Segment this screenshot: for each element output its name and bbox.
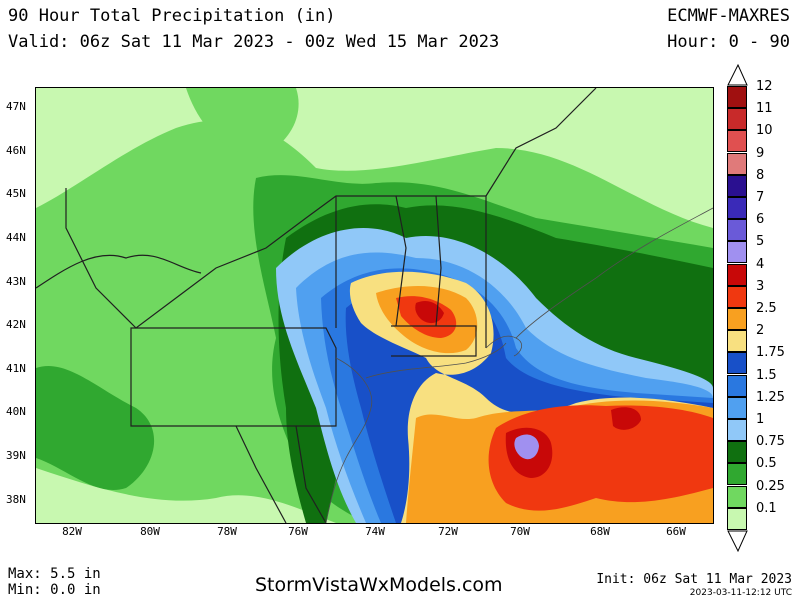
lon-label: 72W xyxy=(438,525,458,538)
lon-label: 82W xyxy=(62,525,82,538)
legend-arrow-up-icon xyxy=(727,64,748,86)
lat-label: 44N xyxy=(6,231,26,244)
forecast-hour-range: Hour: 0 - 90 xyxy=(667,32,790,52)
valid-period: Valid: 06z Sat 11 Mar 2023 - 00z Wed 15 … xyxy=(8,32,500,52)
legend-swatch xyxy=(727,463,747,486)
legend-level-label: 12 xyxy=(756,79,773,94)
legend-swatch xyxy=(727,263,747,286)
lat-label: 45N xyxy=(6,187,26,200)
legend-swatch xyxy=(727,308,747,330)
legend-level-label: 0.75 xyxy=(756,434,785,450)
lon-label: 66W xyxy=(666,525,686,538)
legend-level-label: 10 xyxy=(756,123,773,139)
legend-level-label: 0.5 xyxy=(756,456,777,472)
legend-swatch xyxy=(727,374,747,397)
legend-level-label: 7 xyxy=(756,190,765,205)
lon-label: 68W xyxy=(590,525,610,538)
lon-label: 76W xyxy=(288,525,308,538)
precip-band-0-5-west xyxy=(36,366,155,491)
legend-swatch xyxy=(727,285,747,308)
lat-label: 46N xyxy=(6,144,26,157)
lat-label: 42N xyxy=(6,318,26,331)
map-canvas xyxy=(36,88,713,523)
legend-swatch xyxy=(727,330,747,353)
legend-arrow-down-icon xyxy=(727,530,748,552)
lon-label: 74W xyxy=(365,525,385,538)
legend-level-label: 6 xyxy=(756,212,765,228)
precip-band-3-south xyxy=(488,405,713,511)
legend-level-label: 9 xyxy=(756,145,765,161)
legend-level-label: 3 xyxy=(756,278,765,294)
legend-level-label: 1 xyxy=(756,412,765,427)
legend-level-label: 5 xyxy=(756,234,765,250)
legend-swatch xyxy=(727,241,747,264)
legend-level-label: 11 xyxy=(756,101,773,117)
max-value: Max: 5.5 in xyxy=(8,566,101,582)
precip-band-4-east xyxy=(611,407,641,430)
legend-level-label: 0.25 xyxy=(756,478,785,494)
legend-swatch xyxy=(727,219,747,242)
precip-band-0-25-north xyxy=(186,88,299,158)
legend-swatch xyxy=(727,130,747,153)
legend-swatch xyxy=(727,108,747,131)
legend-swatch xyxy=(727,152,747,175)
legend-swatch xyxy=(727,485,747,508)
legend-level-label: 1.75 xyxy=(756,345,785,361)
min-value: Min: 0.0 in xyxy=(8,582,101,598)
state-borders xyxy=(36,88,597,523)
lon-label: 78W xyxy=(217,525,237,538)
legend-level-label: 2.5 xyxy=(756,301,777,316)
lat-label: 39N xyxy=(6,449,26,462)
legend-level-label: 4 xyxy=(756,256,765,272)
chart-title: 90 Hour Total Precipitation (in) xyxy=(8,6,336,26)
legend-swatch xyxy=(727,197,747,219)
legend-swatch xyxy=(727,174,747,197)
precip-band-5 xyxy=(514,434,539,460)
legend-swatch xyxy=(727,419,747,441)
legend-swatch xyxy=(727,396,747,419)
legend-level-label: 0.1 xyxy=(756,500,777,516)
legend-swatch xyxy=(727,86,747,108)
generated-timestamp: 2023-03-11-12:12 UTC xyxy=(689,588,792,598)
lat-label: 43N xyxy=(6,275,26,288)
model-name: ECMWF-MAXRES xyxy=(667,6,790,26)
lat-label: 38N xyxy=(6,493,26,506)
lat-label: 47N xyxy=(6,100,26,113)
legend-swatch xyxy=(727,352,747,375)
site-name: StormVistaWxModels.com xyxy=(255,574,503,596)
init-time: Init: 06z Sat 11 Mar 2023 xyxy=(596,572,792,587)
legend-level-label: 2 xyxy=(756,323,765,339)
lat-label: 41N xyxy=(6,362,26,375)
lat-label: 40N xyxy=(6,405,26,418)
legend-level-label: 1.25 xyxy=(756,389,785,405)
coastlines xyxy=(325,207,713,523)
lon-label: 80W xyxy=(140,525,160,538)
precipitation-map xyxy=(35,87,714,524)
legend-swatch xyxy=(727,441,747,464)
legend-swatch xyxy=(727,507,747,530)
legend-level-label: 8 xyxy=(756,167,765,183)
lon-label: 70W xyxy=(510,525,530,538)
legend-level-label: 1.5 xyxy=(756,367,777,383)
